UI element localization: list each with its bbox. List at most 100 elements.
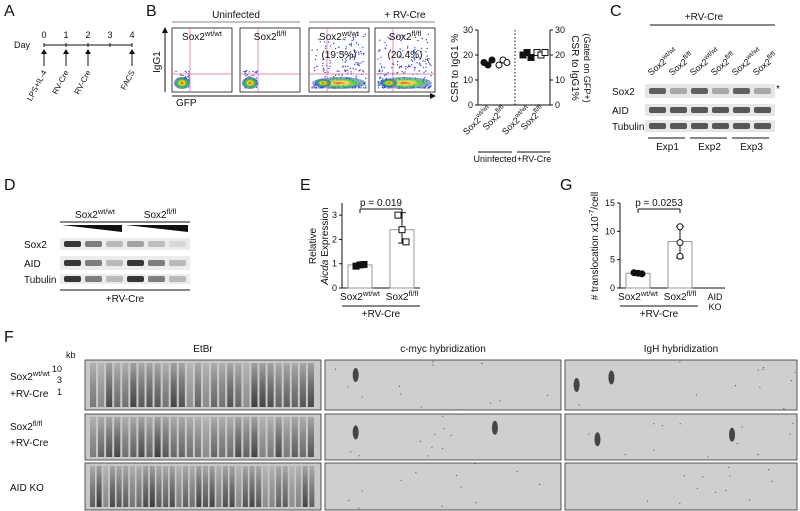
event-dot — [377, 58, 379, 60]
event-dot — [354, 63, 356, 66]
event-dot — [426, 55, 428, 57]
allele: fl/fl — [533, 103, 544, 114]
event-dot — [311, 49, 313, 51]
speck — [481, 362, 483, 364]
gel-lane — [219, 417, 226, 457]
row-label: Sox2 — [612, 87, 635, 98]
blot-band — [733, 123, 750, 129]
event-dot — [340, 56, 342, 59]
event-dot — [344, 69, 346, 71]
event-dot — [405, 65, 407, 68]
speck — [334, 368, 337, 370]
event-dot — [342, 38, 345, 40]
speck — [771, 480, 773, 482]
event-dot — [414, 56, 416, 59]
y-tick-label: 20 — [463, 50, 473, 60]
blot-band — [127, 260, 144, 266]
y-tick-label: 0 — [468, 100, 473, 110]
gel-lane — [178, 363, 185, 407]
footer: +RV-Cre — [106, 294, 145, 305]
event-dot — [360, 52, 363, 55]
event-dot — [188, 70, 190, 73]
gel-lane — [154, 417, 161, 457]
gel-lane — [211, 417, 218, 457]
event-dot — [358, 51, 360, 53]
event-dot — [428, 87, 431, 89]
event-dot — [354, 50, 356, 52]
day-label: 3 — [107, 30, 112, 40]
gel-lane — [219, 363, 226, 407]
event-dot — [255, 77, 258, 79]
gene: Sox2 — [75, 210, 98, 221]
column-title: EtBr — [193, 344, 213, 355]
event-dot — [428, 85, 430, 88]
gel-lane — [96, 466, 102, 507]
event-dot — [347, 54, 350, 57]
event-dot — [248, 71, 250, 73]
speck — [762, 368, 764, 371]
event-dot — [345, 69, 347, 72]
event-dot — [359, 69, 361, 71]
allele: fl/fl — [687, 289, 697, 298]
event-dot — [362, 87, 365, 89]
gene: Sox2 — [144, 210, 167, 221]
row-label: AID — [612, 106, 629, 117]
gel-lane — [283, 417, 290, 457]
blot-band — [691, 107, 708, 113]
event-dot — [425, 51, 427, 53]
event-dot — [377, 87, 380, 89]
genotype-label: Sox2fl/fl — [10, 419, 43, 433]
gel-lane — [235, 363, 242, 407]
event-dot — [396, 60, 399, 63]
gene: Sox2 — [664, 292, 687, 303]
gel-lane — [156, 466, 162, 507]
speck — [741, 426, 743, 428]
event-dot — [329, 59, 331, 62]
genotype-label: Sox2fl/fl — [389, 29, 422, 43]
day-label: 1 — [63, 30, 68, 40]
genotype-label: Sox2fl/fl — [144, 207, 177, 221]
gel-lane — [282, 466, 288, 507]
event-dot — [427, 87, 429, 89]
allele: wt/wt — [640, 289, 659, 298]
event-dot — [378, 69, 381, 71]
event-dot — [402, 72, 405, 74]
event-dot — [428, 57, 430, 60]
event-dot — [398, 67, 401, 69]
event-dot — [342, 66, 344, 68]
event-dot — [399, 37, 402, 39]
y-tick-label: 10 — [605, 226, 615, 236]
event-dot — [255, 71, 258, 74]
gel-lane — [189, 466, 195, 507]
experiment-label: Exp2 — [698, 142, 721, 153]
gel-lane — [302, 466, 308, 507]
event-dot — [387, 72, 389, 74]
gel-lane — [90, 466, 95, 507]
event-dot — [382, 78, 384, 80]
allele: fl/fl — [277, 29, 287, 38]
event-dot — [359, 50, 362, 53]
speck — [499, 400, 501, 402]
data-point — [527, 54, 535, 61]
gel-lane — [138, 417, 145, 457]
event-dot — [407, 45, 409, 47]
gel-lane — [194, 417, 201, 457]
genotype-label: Sox2fl/fl — [254, 29, 287, 43]
speck — [646, 500, 649, 502]
event-dot — [408, 65, 410, 67]
gel-lane — [106, 363, 113, 407]
speck — [460, 486, 462, 488]
gel-lane — [90, 417, 97, 457]
panel-letter: D — [4, 177, 16, 194]
event-dot — [430, 64, 432, 66]
allele: fl/fl — [167, 207, 177, 216]
speck — [450, 434, 452, 436]
event-dot — [333, 75, 335, 78]
column-title: c-myc hybridization — [400, 344, 486, 355]
event-dot — [352, 67, 354, 70]
speck — [748, 499, 751, 501]
gel-lane — [236, 466, 242, 507]
event-dot — [316, 65, 318, 67]
speck — [728, 466, 730, 469]
asterisk: * — [776, 84, 780, 95]
